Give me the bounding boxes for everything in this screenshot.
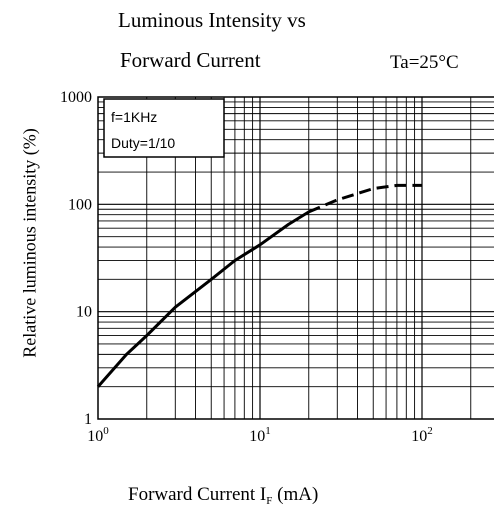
- y-tick-label: 10: [76, 304, 92, 321]
- x-tick-label: 101: [249, 425, 271, 445]
- x-tick-label: 102: [411, 425, 433, 445]
- extrapolated-curve: [309, 185, 422, 212]
- x-tick-label: 100: [87, 425, 109, 445]
- y-tick-label: 100: [68, 196, 92, 213]
- test-duty-cycle: Duty=1/10: [111, 135, 175, 151]
- measured-curve: [98, 212, 309, 387]
- y-tick-label: 1: [84, 411, 92, 428]
- test-frequency: f=1KHz: [111, 109, 157, 125]
- test-conditions-box: f=1KHz Duty=1/10: [104, 99, 224, 157]
- y-tick-label: 1000: [60, 89, 92, 106]
